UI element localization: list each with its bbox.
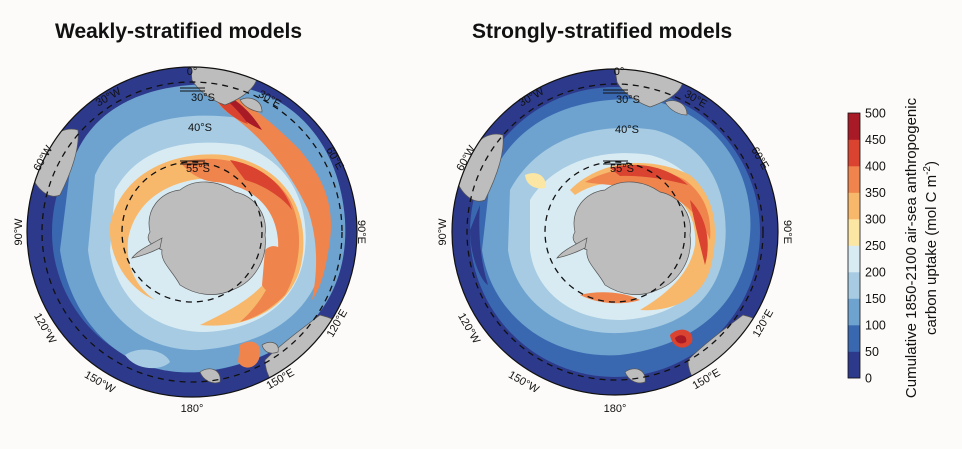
lon-label: 90°E (781, 220, 793, 244)
panel-title-strong: Strongly-stratified models (472, 20, 733, 43)
lon-label: 180° (604, 403, 627, 415)
lon-label: 180° (181, 403, 204, 415)
polar-map-weak: 0° 30°E 60°E 90°E 120°E 150°E 180° 150°W… (13, 66, 367, 415)
colorbar-tick-label: 100 (865, 319, 886, 333)
colorbar-segment (848, 166, 860, 193)
colorbar-title-line1: Cumulative 1850-2100 air-sea anthropogen… (903, 97, 920, 398)
colorbar-segment (848, 325, 860, 352)
colorbar: 0 50 100 150 200 250 300 350 400 450 500 (847, 107, 886, 386)
colorbar-segment (848, 113, 860, 140)
colorbar-title-line2: carbon uptake (mol C m-2) (922, 161, 940, 335)
colorbar-tick-label: 250 (865, 239, 886, 253)
lat-label: 55°S (610, 163, 634, 175)
colorbar-tick-label: 350 (865, 186, 886, 200)
colorbar-tick-label: 450 (865, 133, 886, 147)
lat-label: 40°S (615, 124, 639, 136)
colorbar-segment (848, 139, 860, 167)
colorbar-frame (847, 112, 861, 379)
panel-title-weak: Weakly-stratified models (55, 20, 303, 43)
lon-label: 90°W (437, 218, 449, 246)
colorbar-segment (848, 351, 860, 379)
colorbar-tick-label: 0 (865, 372, 872, 386)
lat-label: 30°S (616, 94, 640, 106)
lon-label: 90°W (13, 218, 25, 246)
lon-label: 0° (614, 66, 625, 78)
colorbar-segment (848, 219, 860, 246)
lat-label: 30°S (191, 92, 215, 104)
polar-map-strong: 0° 30°E 60°E 90°E 120°E 150°E 180° 150°W… (437, 66, 793, 415)
colorbar-tick-label: 50 (865, 345, 879, 359)
colorbar-tick-label: 400 (865, 160, 886, 174)
colorbar-segment (848, 272, 860, 299)
lat-label: 55°S (186, 163, 210, 175)
colorbar-segment (848, 192, 860, 220)
colorbar-tick-label: 300 (865, 213, 886, 227)
lon-label: 90°E (355, 220, 367, 244)
colorbar-segment (848, 245, 860, 273)
lat-label: 40°S (188, 122, 212, 134)
colorbar-tick-label: 200 (865, 266, 886, 280)
lon-label: 0° (187, 66, 198, 78)
colorbar-tick-label: 500 (865, 107, 886, 121)
colorbar-tick-label: 150 (865, 292, 886, 306)
colorbar-segment (848, 298, 860, 326)
